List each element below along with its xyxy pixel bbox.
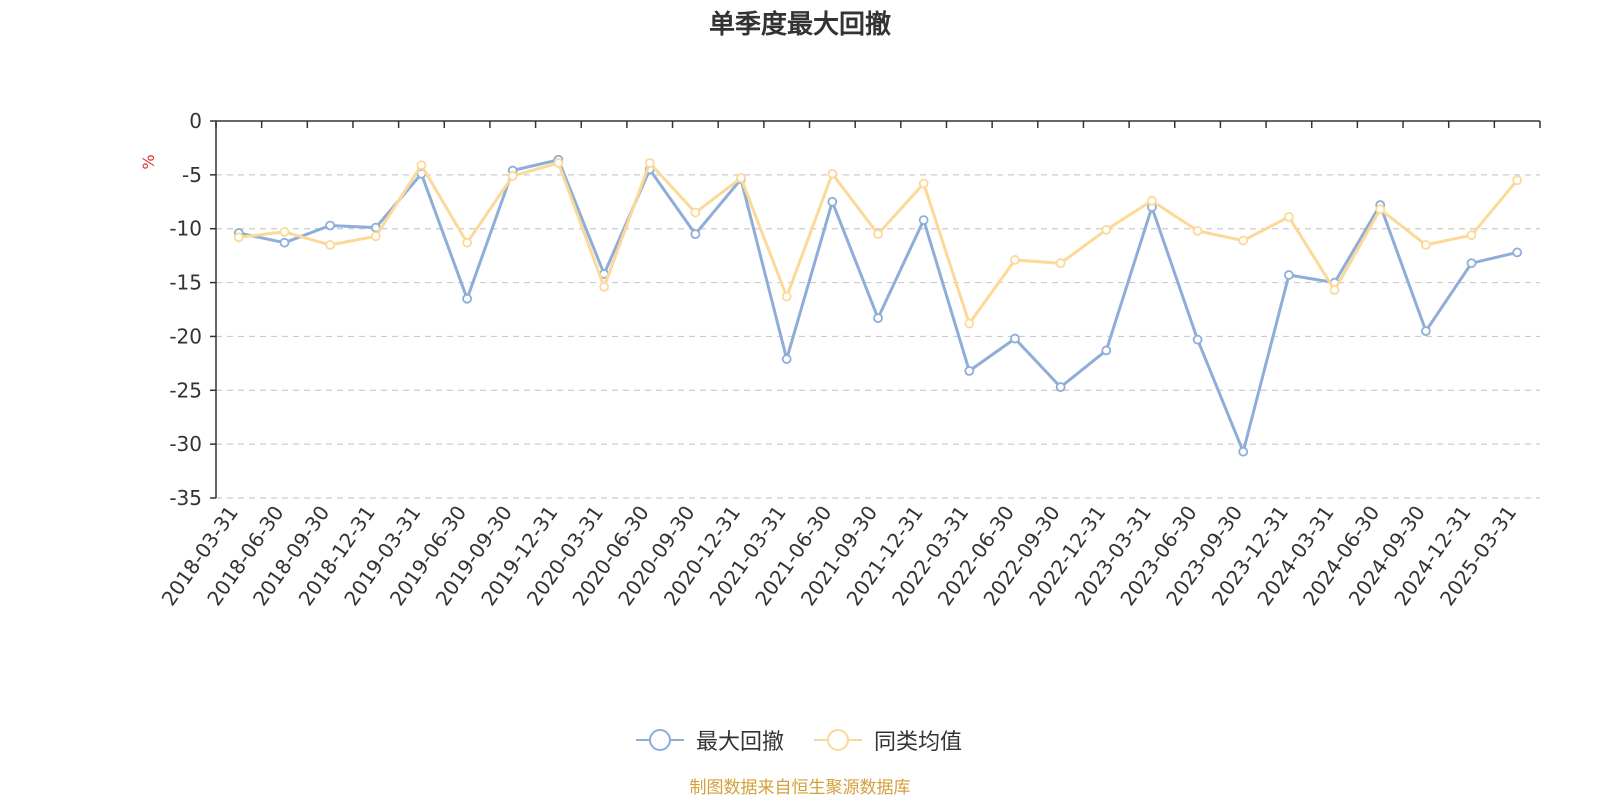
data-point[interactable] [1375, 204, 1386, 215]
data-point[interactable] [690, 229, 701, 240]
y-tick-label: 0 [189, 109, 202, 133]
data-point[interactable] [1010, 333, 1020, 344]
data-point[interactable] [781, 354, 792, 364]
y-tick-label: -5 [182, 163, 202, 187]
legend-item-peer-average[interactable]: 同类均值 [814, 729, 962, 755]
data-point[interactable] [325, 220, 336, 231]
data-point[interactable] [1512, 175, 1523, 186]
data-point[interactable] [1238, 446, 1249, 457]
data-point[interactable] [233, 232, 244, 243]
data-point[interactable] [873, 313, 883, 324]
legend-circle-icon [649, 729, 671, 751]
data-point[interactable] [370, 231, 381, 242]
data-point[interactable] [1101, 224, 1112, 235]
data-point[interactable] [416, 160, 427, 171]
data-point[interactable] [1147, 195, 1157, 206]
y-tick-label: -25 [169, 378, 202, 402]
data-point[interactable] [827, 168, 838, 179]
data-point[interactable] [964, 318, 975, 329]
data-point[interactable] [1466, 258, 1477, 269]
data-point[interactable] [1192, 225, 1203, 236]
data-point[interactable] [279, 237, 290, 248]
y-tick-label: -35 [169, 486, 202, 510]
data-point[interactable] [918, 215, 929, 225]
y-axis-unit-label: % [139, 154, 158, 169]
series-max-drawdown [233, 154, 1523, 457]
series-peer-average [233, 158, 1523, 329]
y-tick-label: -30 [169, 432, 202, 456]
data-point[interactable] [1512, 247, 1523, 258]
data-point[interactable] [1420, 239, 1431, 250]
series-line [238, 158, 1518, 454]
y-tick-label: -10 [169, 217, 202, 241]
data-point[interactable] [1420, 326, 1431, 336]
legend-circle-icon [827, 729, 849, 751]
data-point[interactable] [918, 178, 929, 189]
data-point[interactable] [736, 173, 746, 183]
data-point[interactable] [1466, 230, 1477, 241]
data-point[interactable] [507, 171, 518, 181]
data-point[interactable] [462, 293, 473, 304]
legend-label: 同类均值 [874, 730, 962, 755]
series-line [238, 161, 1519, 325]
y-tick-label: -20 [169, 324, 202, 348]
data-point[interactable] [827, 196, 838, 207]
axes: 0-5-10-15-20-25-30-352018-03-312018-06-3… [157, 109, 1541, 610]
data-point[interactable] [964, 365, 975, 376]
data-point[interactable] [781, 291, 792, 302]
data-point[interactable] [1192, 334, 1203, 345]
data-point[interactable] [1238, 235, 1249, 246]
data-source-note: 制图数据来自恒生聚源数据库 [690, 778, 911, 798]
data-point[interactable] [325, 239, 336, 250]
data-point[interactable] [553, 158, 564, 168]
legend-item-max-drawdown[interactable]: 最大回撤 [636, 729, 784, 755]
data-point[interactable] [1055, 258, 1066, 269]
data-point[interactable] [462, 237, 473, 248]
chart-title: 单季度最大回撤 [709, 9, 891, 40]
data-point[interactable] [1283, 270, 1294, 280]
y-tick-label: -15 [169, 271, 202, 295]
data-point[interactable] [599, 281, 609, 292]
series-group [233, 154, 1523, 457]
data-point[interactable] [690, 207, 701, 218]
data-point[interactable] [1101, 345, 1112, 356]
gridlines [216, 174, 1540, 499]
data-point[interactable] [1283, 211, 1294, 222]
data-point[interactable] [1055, 382, 1066, 392]
data-point[interactable] [873, 229, 883, 240]
data-point[interactable] [1329, 285, 1340, 296]
legend-label: 最大回撤 [696, 730, 784, 755]
data-point[interactable] [644, 158, 655, 168]
data-point[interactable] [1010, 255, 1020, 265]
legend[interactable]: 最大回撤 同类均值 [636, 729, 962, 755]
data-point[interactable] [279, 227, 290, 237]
